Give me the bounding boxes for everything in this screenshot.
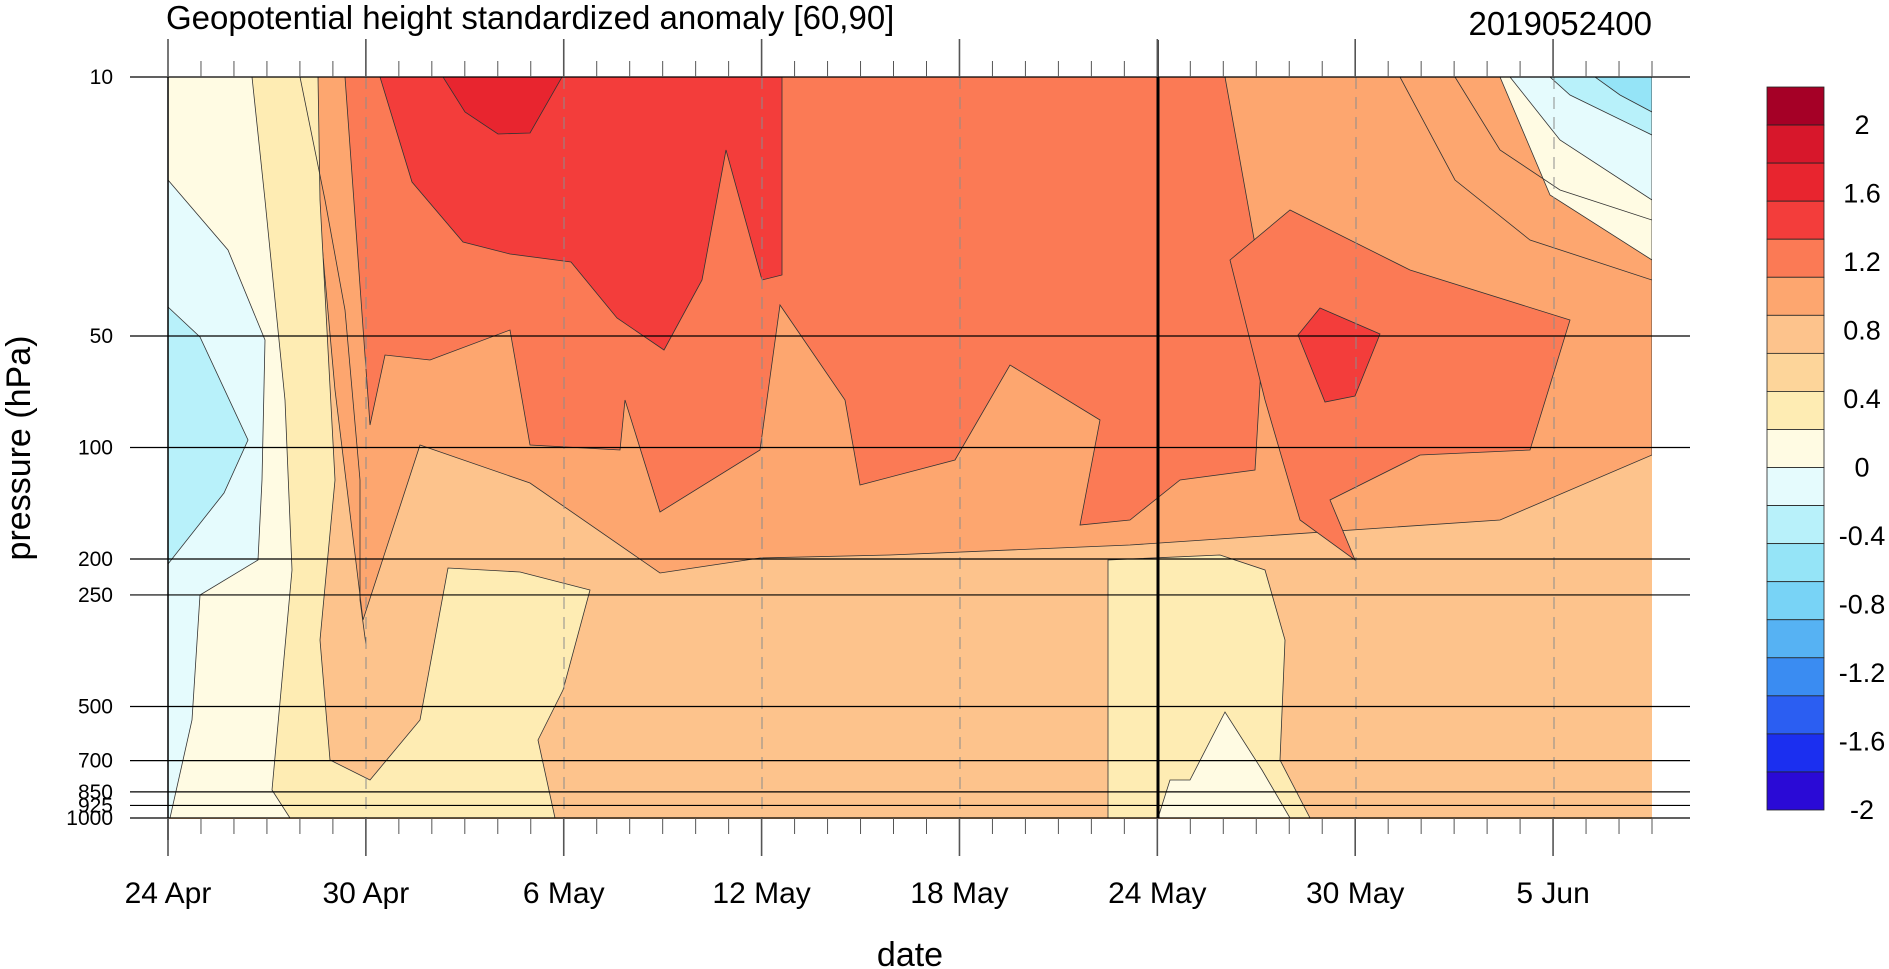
contour-band-1.0-east bbox=[1229, 209, 1571, 562]
colorbar-swatch bbox=[1766, 733, 1825, 773]
x-tick-label: 18 May bbox=[910, 877, 1008, 910]
colorbar-swatch bbox=[1766, 695, 1825, 735]
x-axis-label: date bbox=[877, 936, 943, 969]
x-tick-label: 24 May bbox=[1108, 877, 1206, 910]
colorbar-swatch bbox=[1766, 581, 1825, 621]
colorbar-swatch bbox=[1766, 352, 1825, 392]
y-tick-label: 50 bbox=[90, 325, 113, 348]
colorbar-label: -1.6 bbox=[1839, 727, 1886, 757]
colorbar: 2 1.6 1.2 0.8 0.4 0 -0.4 -0.8 -1.2 -1.6 -2 bbox=[1766, 86, 1886, 825]
y-tick-label: 10 bbox=[90, 66, 113, 89]
x-tick-label: 5 Jun bbox=[1516, 877, 1589, 910]
colorbar-label: -0.4 bbox=[1839, 521, 1886, 551]
colorbar-swatch bbox=[1766, 657, 1825, 697]
colorbar-swatch bbox=[1766, 467, 1825, 506]
x-tick-label: 24 Apr bbox=[125, 877, 212, 910]
colorbar-swatch bbox=[1766, 771, 1825, 811]
colorbar-swatch bbox=[1766, 505, 1825, 545]
colorbar-label: 1.2 bbox=[1843, 247, 1881, 277]
contour-band-neg0.8-left bbox=[168, 306, 249, 565]
colorbar-swatch bbox=[1766, 162, 1825, 202]
colorbar-label: 2 bbox=[1854, 110, 1869, 140]
colorbar-swatch bbox=[1766, 543, 1825, 583]
contour-band-neg1.2-right bbox=[1594, 77, 1652, 113]
y-tick-label: 850 bbox=[78, 781, 113, 804]
contour-line bbox=[1399, 77, 1652, 281]
contour-line bbox=[1454, 77, 1652, 221]
x-tick-label: 12 May bbox=[712, 877, 810, 910]
y-axis-label: pressure (hPa) bbox=[0, 336, 38, 561]
colorbar-swatch bbox=[1766, 314, 1825, 354]
colorbar-label: 0 bbox=[1854, 453, 1869, 483]
colorbar-swatch bbox=[1766, 86, 1825, 126]
colorbar-swatch bbox=[1766, 619, 1825, 659]
colorbar-swatch bbox=[1766, 124, 1825, 164]
date-label: 2019052400 bbox=[1468, 5, 1652, 42]
y-tick-label: 250 bbox=[78, 584, 113, 607]
colorbar-swatch bbox=[1766, 429, 1825, 468]
y-tick-label: 500 bbox=[78, 695, 113, 718]
contour-field bbox=[168, 77, 1652, 819]
colorbar-label: 1.6 bbox=[1843, 179, 1881, 209]
y-tick-label: 100 bbox=[78, 437, 113, 460]
x-tick-group: 24 Apr 30 Apr 6 May 12 May 18 May 24 May 30 Ma… bbox=[125, 39, 1653, 910]
y-tick-label: 1000 bbox=[66, 807, 113, 830]
colorbar-label: -1.2 bbox=[1839, 658, 1886, 688]
contour-band-1.2 bbox=[379, 77, 783, 351]
x-tick-label: 6 May bbox=[523, 877, 605, 910]
colorbar-label: 0.4 bbox=[1843, 384, 1881, 414]
x-tick-label: 30 Apr bbox=[322, 877, 409, 910]
colorbar-label: -2 bbox=[1850, 795, 1874, 825]
colorbar-label: 0.8 bbox=[1843, 316, 1881, 346]
y-tick-label: 700 bbox=[78, 750, 113, 773]
y-tick-label: 925 bbox=[78, 794, 113, 817]
colorbar-label: -0.8 bbox=[1839, 590, 1886, 620]
colorbar-swatch bbox=[1766, 238, 1825, 278]
x-tick-label: 30 May bbox=[1306, 877, 1404, 910]
y-tick-label: 200 bbox=[78, 548, 113, 571]
contour-band-1.6 bbox=[442, 77, 563, 135]
contour-line bbox=[299, 77, 367, 646]
colorbar-swatch bbox=[1766, 200, 1825, 240]
colorbar-swatch bbox=[1766, 391, 1825, 430]
colorbar-swatch bbox=[1766, 276, 1825, 316]
chart-title: Geopotential height standardized anomaly… bbox=[166, 0, 894, 36]
contour-band-1.2-east bbox=[1297, 307, 1381, 403]
